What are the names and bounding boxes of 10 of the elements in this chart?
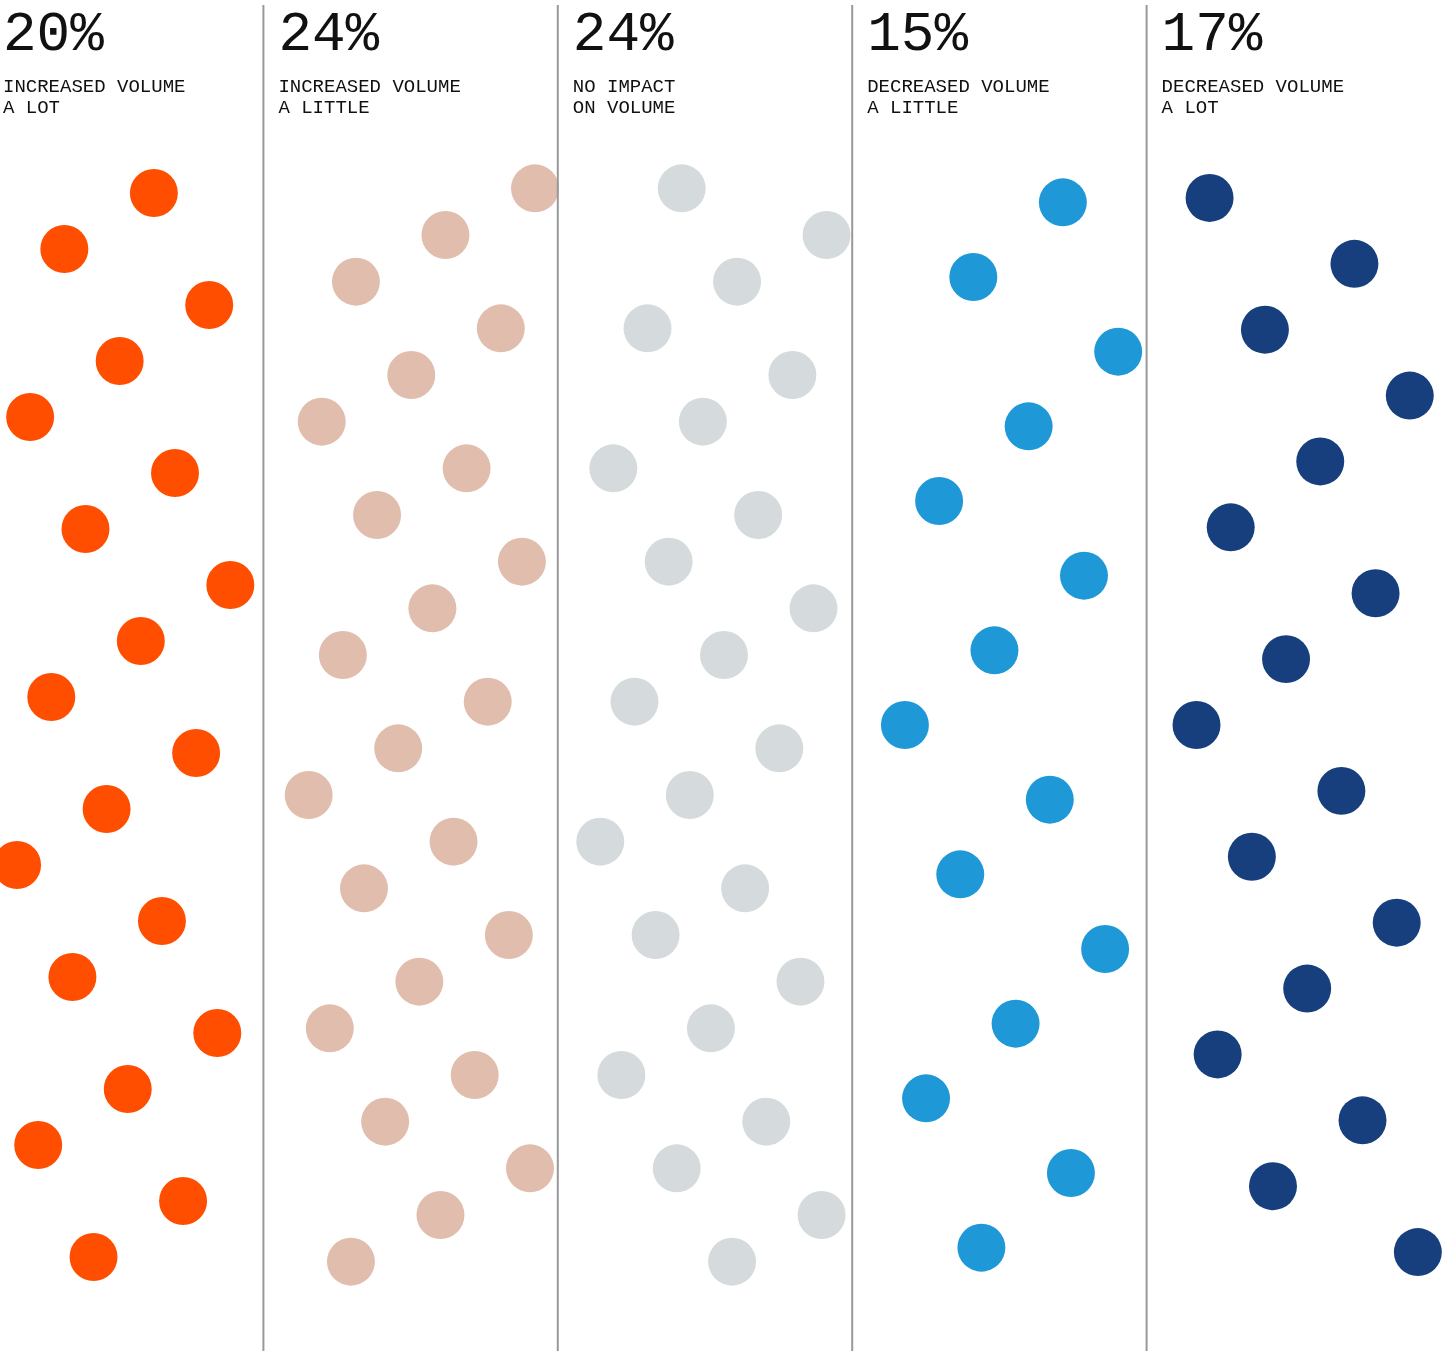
category-label: DECREASED VOLUME A LOT xyxy=(1161,76,1345,119)
data-label: 24% xyxy=(572,3,675,67)
category-label: INCREASED VOLUME A LITTLE xyxy=(278,76,461,119)
data-label: 24% xyxy=(278,3,380,67)
category-label: DECREASED VOLUME A LITTLE xyxy=(867,76,1050,119)
data-label: 15% xyxy=(867,3,969,67)
category-label: NO IMPACT ON VOLUME xyxy=(572,76,676,119)
data-label: 17% xyxy=(1161,3,1263,67)
data-label: 20% xyxy=(3,3,105,67)
category-label: INCREASED VOLUME A LOT xyxy=(3,76,186,119)
